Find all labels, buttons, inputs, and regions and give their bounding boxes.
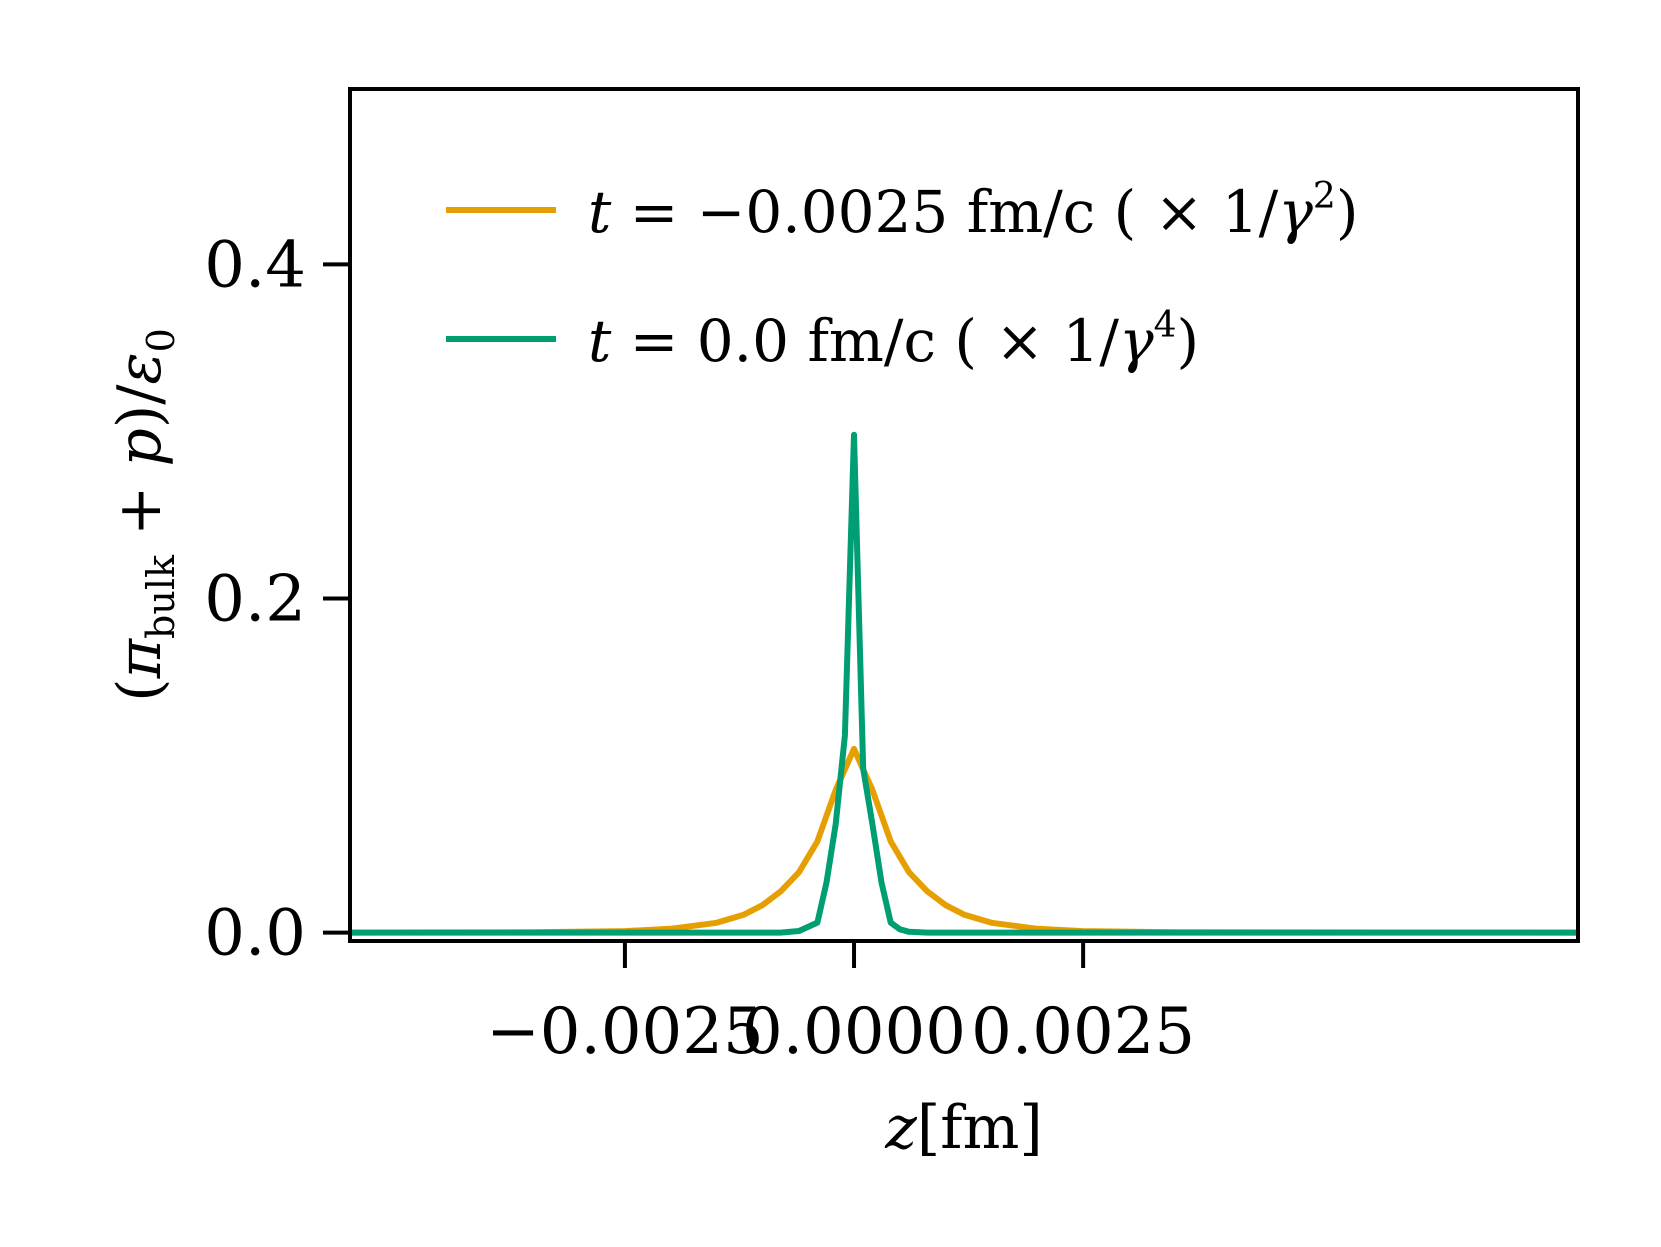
legend-label-series-2: t = 0.0 fm/c ( × 1/γ4) xyxy=(588,305,1199,375)
y-axis-label: (πbulk + p)/ε0 xyxy=(105,328,183,702)
legend: t = −0.0025 fm/c ( × 1/γ2) t = 0.0 fm/c … xyxy=(446,176,1358,375)
series-line-2 xyxy=(350,431,1578,936)
x-tick-label: 0.0000 xyxy=(742,995,966,1069)
series-line-1 xyxy=(349,745,1579,936)
x-tick-label: −0.0025 xyxy=(486,995,764,1069)
y-tick-label: 0.4 xyxy=(204,228,306,302)
x-axis-label: z[fm] xyxy=(884,1093,1043,1163)
y-tick-label: 0.2 xyxy=(204,563,306,637)
x-tick-label: 0.0025 xyxy=(971,995,1195,1069)
y-tick-label: 0.0 xyxy=(204,897,306,971)
legend-label-series-1: t = −0.0025 fm/c ( × 1/γ2) xyxy=(588,176,1358,246)
series-layer xyxy=(349,431,1579,936)
y-axis-ticks: 0.0 0.2 0.4 xyxy=(204,228,350,971)
plot-area-frame xyxy=(348,87,1580,943)
